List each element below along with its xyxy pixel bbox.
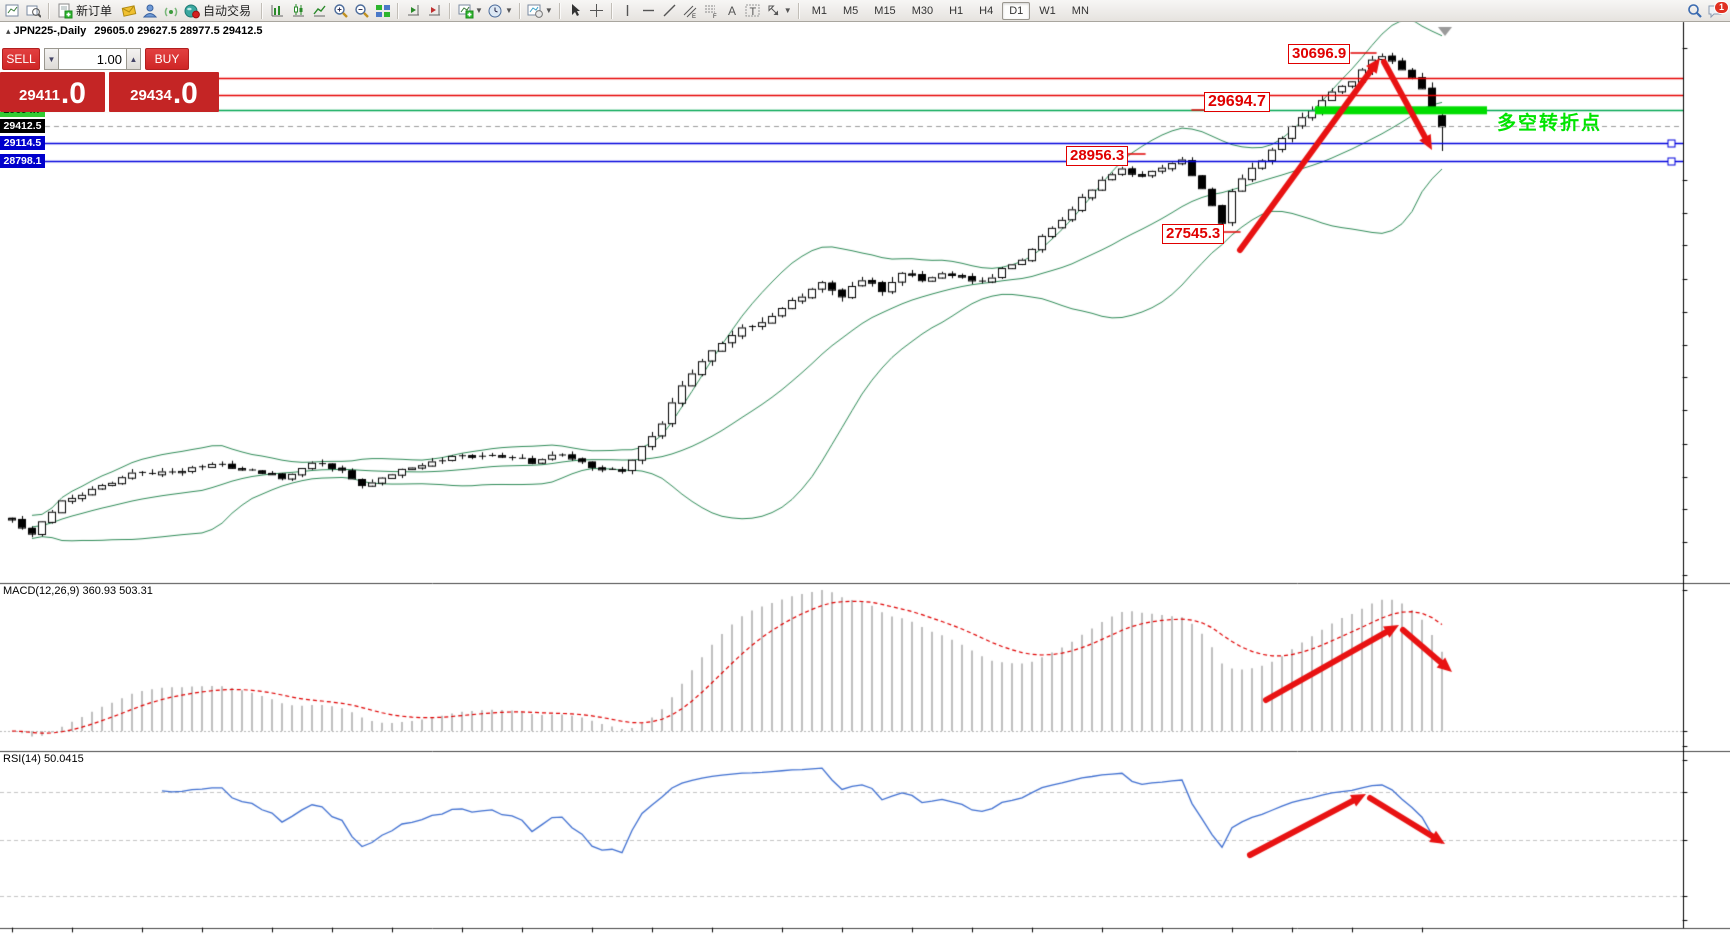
toolbar-separator	[558, 2, 561, 19]
period-clock-icon[interactable]	[485, 0, 506, 21]
accounts-person-icon[interactable]	[139, 0, 160, 21]
ohlc-values: 29605.0 29627.5 28977.5 29412.5	[94, 25, 263, 37]
svg-text:E: E	[692, 14, 696, 19]
cursor-icon[interactable]	[565, 0, 586, 21]
zoom-out-icon[interactable]	[351, 0, 372, 21]
toolbar-separator	[48, 2, 50, 19]
chart-title: ▴ JPN225-,Daily 29605.0 29627.5 28977.5 29…	[6, 25, 263, 37]
macd-indicator-label: MACD(12,26,9) 360.93 503.31	[3, 585, 153, 597]
volume-increase-button[interactable]: ▲	[126, 48, 141, 70]
search-icon[interactable]	[1684, 1, 1705, 22]
indicators-caret-icon[interactable]: ▼	[475, 6, 483, 15]
signal-icon[interactable]	[160, 0, 181, 21]
volume-stepper: ▼ ▲	[44, 48, 141, 70]
annotation-resistance-price[interactable]: 29694.7	[1204, 92, 1270, 112]
text-tool-icon[interactable]: A	[722, 0, 743, 21]
fibonacci-tool-icon[interactable]: F	[701, 0, 722, 21]
vertical-line-tool-icon[interactable]	[617, 0, 638, 21]
trendline-tool-icon[interactable]	[659, 0, 680, 21]
mail-icon[interactable]	[118, 0, 139, 21]
crosshair-icon[interactable]	[586, 0, 607, 21]
one-click-trading-panel: SELL ▼ ▲ BUY 29411 .0 29434 .0	[0, 44, 219, 112]
collapse-triangle-icon: ▴	[6, 26, 11, 36]
sell-price-dec: .0	[60, 77, 86, 110]
buy-price-dec: .0	[172, 77, 198, 110]
buy-price-tile[interactable]: 29434 .0	[109, 72, 219, 112]
line-chart-icon[interactable]	[309, 0, 330, 21]
auto-scroll-icon[interactable]	[403, 0, 424, 21]
turning-point-note[interactable]: 多空转折点	[1497, 113, 1603, 134]
templates-icon[interactable]	[525, 0, 546, 21]
toolbar-separator	[610, 2, 613, 19]
buy-price-int: 29434	[130, 87, 172, 104]
toolbar-separator	[797, 2, 800, 19]
candlestick-chart-icon[interactable]	[288, 0, 309, 21]
zoom-in-icon[interactable]	[330, 0, 351, 21]
horizontal-line-tool-icon[interactable]	[638, 0, 659, 21]
annotation-low-price[interactable]: 27545.3	[1162, 224, 1225, 244]
auto-trading-label[interactable]: 自动交易	[203, 4, 252, 18]
timeframe-m30[interactable]: M30	[911, 4, 934, 17]
price-level-badge: 28798.1	[0, 154, 45, 169]
main-toolbar: 新订单 自动交易	[0, 0, 1730, 22]
chart-shift-icon[interactable]	[424, 0, 445, 21]
chart-zoom-box-icon[interactable]	[23, 0, 44, 21]
timeframe-h1[interactable]: H1	[949, 4, 964, 17]
arrows-tool-icon[interactable]	[764, 0, 785, 21]
auto-trading-icon[interactable]	[181, 0, 202, 21]
svg-text:F: F	[713, 14, 717, 19]
rsi-indicator-label: RSI(14) 50.0415	[3, 753, 84, 765]
svg-text:A: A	[728, 4, 736, 18]
volume-input[interactable]	[59, 48, 126, 70]
sell-price-tile[interactable]: 29411 .0	[0, 72, 105, 112]
new-order-icon[interactable]	[54, 0, 75, 21]
tile-windows-icon[interactable]	[372, 0, 393, 21]
symbol-name: JPN225-,Daily	[13, 25, 87, 37]
volume-decrease-button[interactable]: ▼	[44, 48, 59, 70]
sell-price-int: 29411	[19, 87, 60, 104]
timeframe-m15[interactable]: M15	[874, 4, 896, 17]
arrows-caret-icon[interactable]: ▼	[783, 6, 792, 15]
timeframe-mn[interactable]: MN	[1071, 4, 1089, 17]
price-level-badge: 29412.5	[0, 119, 45, 134]
toolbar-separator	[518, 2, 521, 19]
chat-icon[interactable]: 1	[1705, 0, 1729, 22]
templates-caret-icon[interactable]: ▼	[544, 6, 553, 15]
sell-button[interactable]: SELL	[2, 48, 40, 70]
toolbar-separator	[449, 2, 452, 19]
chart-window-icon[interactable]	[2, 0, 23, 21]
text-label-tool-icon[interactable]: T	[743, 0, 764, 21]
notification-badge: 1	[1713, 0, 1729, 14]
toolbar-right-group: 1	[1684, 0, 1729, 22]
toolbar-separator	[397, 2, 400, 19]
annotation-support-price[interactable]: 28956.3	[1066, 146, 1129, 166]
timeframe-w1[interactable]: W1	[1039, 4, 1056, 17]
indicators-icon[interactable]	[455, 0, 476, 21]
timeframe-m5[interactable]: M5	[843, 4, 859, 17]
period-caret-icon[interactable]: ▼	[504, 6, 513, 15]
new-order-label[interactable]: 新订单	[76, 4, 113, 18]
svg-text:T: T	[750, 6, 757, 18]
timeframe-d1[interactable]: D1	[1002, 1, 1031, 20]
price-level-badge: 29114.5	[0, 136, 45, 151]
channel-tool-icon[interactable]: E	[680, 0, 701, 21]
buy-button[interactable]: BUY	[145, 48, 189, 70]
toolbar-separator	[261, 2, 264, 19]
bar-chart-icon[interactable]	[267, 0, 288, 21]
annotation-peak-price[interactable]: 30696.9	[1288, 44, 1351, 64]
timeframe-m1[interactable]: M1	[811, 4, 827, 17]
timeframe-h4[interactable]: H4	[979, 4, 994, 17]
